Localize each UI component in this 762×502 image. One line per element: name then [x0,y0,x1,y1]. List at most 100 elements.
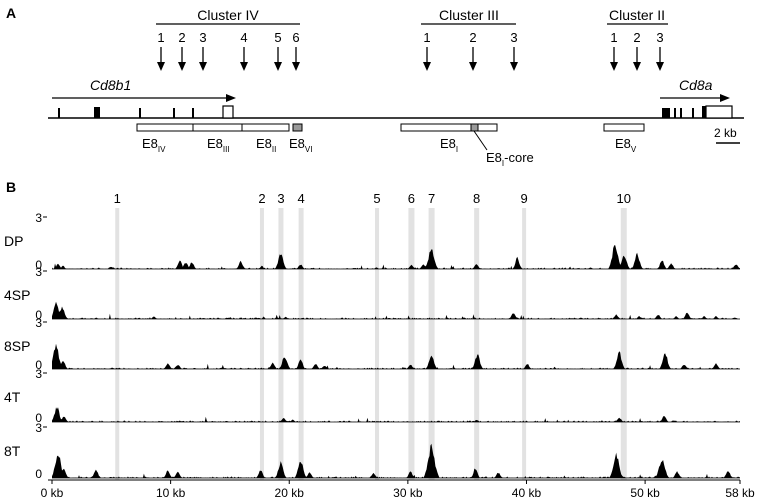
cd8b1-exons [58,105,234,119]
track-4sp: 3 0 4SP [4,265,740,322]
e8-vi-box [292,123,303,132]
x-tick-label: 40 kb [512,486,542,500]
e8-v-box [603,123,645,132]
cluster-arrow: 2 [469,30,477,71]
cluster-arrow-number: 1 [157,30,164,45]
e8-i-box [400,123,498,132]
y-min-label: 0 [35,308,42,322]
track-name: 4SP [4,287,30,303]
track-name: 8T [4,443,21,459]
peak-highlight-band [278,208,284,480]
peak-number: 10 [617,191,631,206]
track-8t: 3 0 8T [4,421,740,481]
cluster-arrow-number: 2 [633,30,640,45]
cluster-ii-title: Cluster II [609,7,665,23]
cluster-arrow: 4 [240,30,248,71]
cluster-arrow-number: 3 [199,30,206,45]
cluster-iii-title: Cluster III [439,7,499,23]
track-name: 8SP [4,338,30,354]
x-tick-label: 10 kb [156,486,186,500]
peak-highlight-band [428,208,435,480]
cluster-arrow: 3 [510,30,518,71]
y-max-label: 3 [35,421,42,435]
cd8b1-label: Cd8b1 [90,77,131,93]
track-8sp: 3 0 8SP [4,316,740,372]
peak-numbers: 1 2 3 4 5 6 7 8 9 10 [114,191,631,206]
signal-area [52,443,740,478]
track-dp: 3 0 DP [4,211,740,272]
peak-number: 8 [473,191,480,206]
cluster-arrow-number: 6 [292,30,299,45]
cluster-arrow-number: 3 [510,30,517,45]
cluster-arrow-number: 1 [423,30,430,45]
y-min-label: 0 [35,411,42,425]
e8-v-label: E8V [615,136,637,154]
peak-highlight-band [115,208,120,480]
peak-highlight-band [620,208,627,480]
cluster-arrow: 1 [157,30,165,71]
x-tick-label: 58 kb [725,486,755,500]
cd8b1-arrowhead [226,94,236,102]
cluster-arrow: 2 [633,30,641,71]
signal-area [52,343,740,369]
peak-highlight-band [375,208,380,480]
cluster-arrow-number: 1 [610,30,617,45]
cluster-arrow-number: 4 [240,30,247,45]
e8-iii-label: E8III [207,136,230,154]
e8-i-core-box [470,123,479,132]
scale-bar-label: 2 kb [714,126,737,140]
cluster-arrow: 2 [178,30,186,71]
panel-a-label: A [6,5,16,21]
peak-number: 5 [373,191,380,206]
cluster-arrow-number: 2 [469,30,476,45]
cluster-arrow-number: 2 [178,30,185,45]
track-name: DP [4,233,23,249]
peak-number: 4 [297,191,304,206]
peak-number: 7 [428,191,435,206]
peak-highlight-bands [115,208,627,480]
signal-area [52,245,740,269]
cluster-arrow: 1 [423,30,431,71]
cluster-arrow: 1 [610,30,618,71]
cd8a-arrowhead [720,94,730,102]
cluster-iv-title: Cluster IV [197,7,259,23]
signal-area [52,407,740,422]
cluster-arrow: 6 [292,30,300,71]
e8-i-core-pointer [473,130,488,151]
y-max-label: 3 [35,316,42,330]
x-tick-label: 0 kb [41,486,64,500]
y-min-label: 0 [35,467,42,481]
y-min-label: 0 [35,258,42,272]
peak-number: 3 [277,191,284,206]
cluster-arrow-number: 3 [656,30,663,45]
e8-i-label: E8I [440,136,458,154]
e8-i-core-label: E8I-core [486,150,534,168]
y-max-label: 3 [35,211,42,225]
y-max-label: 3 [35,265,42,279]
y-max-label: 3 [35,367,42,381]
e8-ii-label: E8II [256,136,276,154]
cluster-arrow-number: 5 [274,30,281,45]
signal-area [52,301,740,319]
peak-highlight-band [474,208,480,480]
peak-highlight-band [259,208,264,480]
peak-number: 2 [258,191,265,206]
peak-number: 6 [408,191,415,206]
y-min-label: 0 [35,358,42,372]
cluster-arrow: 3 [199,30,207,71]
e8-vi-label: E8VI [289,136,312,154]
peak-highlight-band [522,208,527,480]
peak-number: 1 [114,191,121,206]
x-axis-ticks: 0 kb 10 kb 20 kb 30 kb 40 kb 50 kb 58 kb [41,480,755,500]
e8-region-iv-iii-ii [136,123,290,132]
x-tick-label: 30 kb [393,486,423,500]
x-tick-label: 50 kb [630,486,660,500]
cd8a-label: Cd8a [679,77,713,93]
panel-b-label: B [6,179,16,195]
x-tick-label: 20 kb [275,486,305,500]
track-name: 4T [4,389,21,405]
peak-number: 9 [520,191,527,206]
